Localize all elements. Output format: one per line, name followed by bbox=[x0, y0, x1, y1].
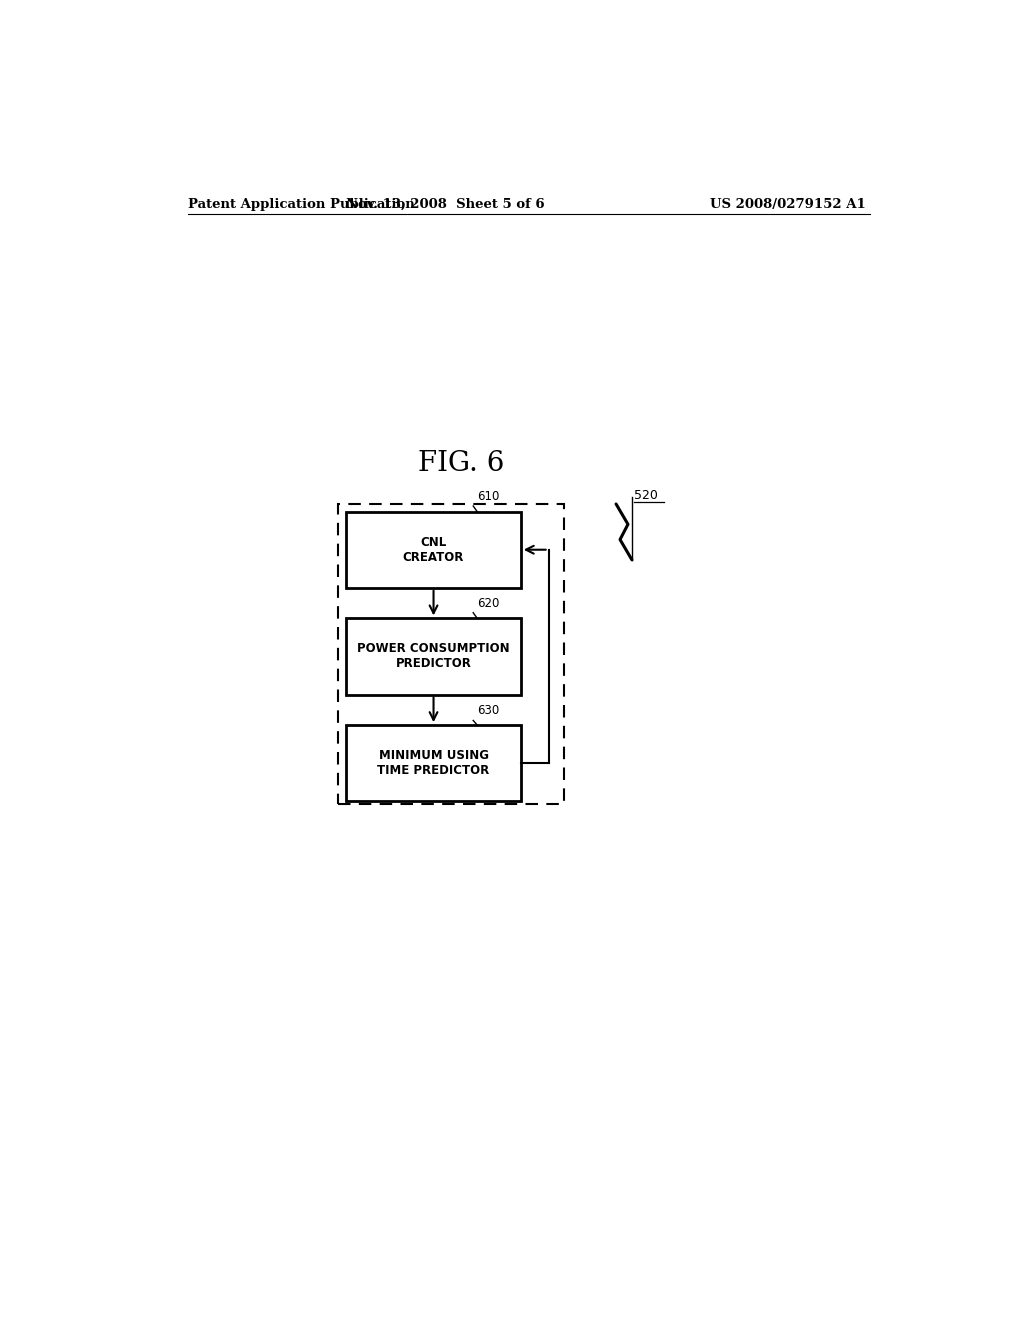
Text: CNL
CREATOR: CNL CREATOR bbox=[402, 536, 464, 564]
Text: 630: 630 bbox=[477, 705, 500, 718]
Text: Nov. 13, 2008  Sheet 5 of 6: Nov. 13, 2008 Sheet 5 of 6 bbox=[346, 198, 545, 211]
Bar bbox=[346, 512, 521, 587]
Text: POWER CONSUMPTION
PREDICTOR: POWER CONSUMPTION PREDICTOR bbox=[357, 643, 510, 671]
Text: FIG. 6: FIG. 6 bbox=[418, 450, 505, 477]
Text: MINIMUM USING
TIME PREDICTOR: MINIMUM USING TIME PREDICTOR bbox=[378, 750, 489, 777]
Bar bbox=[338, 504, 564, 804]
Text: 520: 520 bbox=[634, 488, 658, 502]
Text: Patent Application Publication: Patent Application Publication bbox=[187, 198, 415, 211]
Bar bbox=[346, 618, 521, 694]
Bar bbox=[346, 725, 521, 801]
Text: US 2008/0279152 A1: US 2008/0279152 A1 bbox=[711, 198, 866, 211]
Text: 620: 620 bbox=[477, 597, 500, 610]
Text: 610: 610 bbox=[477, 490, 500, 503]
